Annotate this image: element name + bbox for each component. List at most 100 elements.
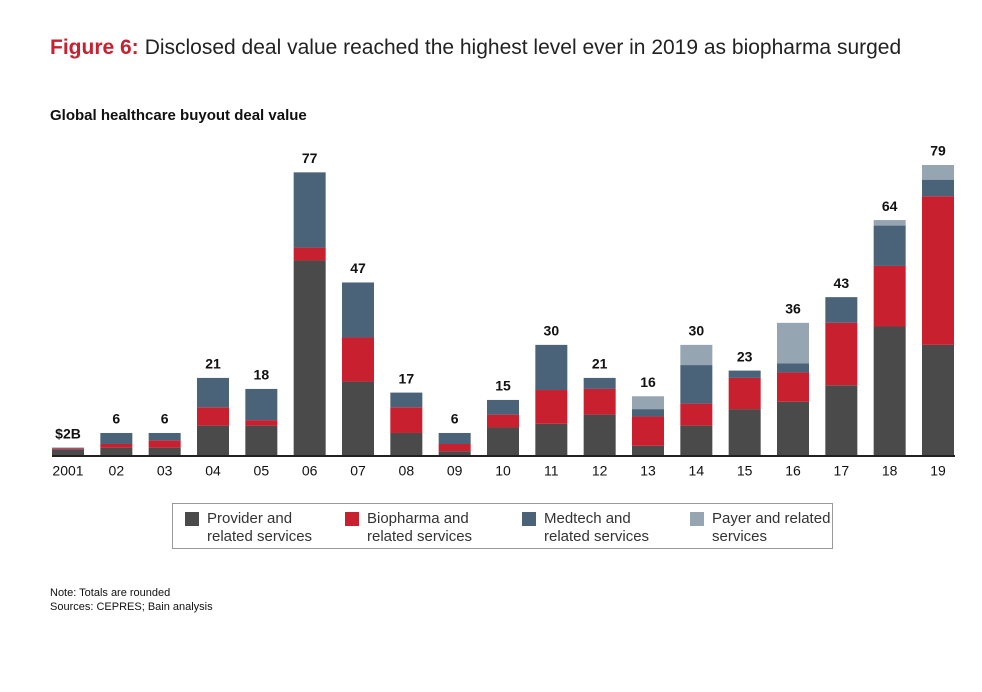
chart-title: Figure 6: Disclosed deal value reached th… bbox=[50, 36, 901, 59]
x-tick-label: 06 bbox=[302, 463, 318, 479]
bar-segment bbox=[632, 396, 664, 410]
bar-segment bbox=[632, 416, 664, 446]
bar-segment bbox=[535, 390, 568, 424]
bar-segment bbox=[825, 297, 858, 323]
subtitle: Global healthcare buyout deal value bbox=[50, 107, 307, 124]
bar-segment bbox=[438, 451, 471, 455]
legend-swatch bbox=[345, 512, 359, 526]
x-tick-label: 07 bbox=[350, 463, 366, 479]
bar-segment bbox=[922, 196, 954, 345]
bar-segment bbox=[342, 381, 374, 455]
bar-segment bbox=[245, 420, 278, 426]
x-tick-label: 15 bbox=[737, 463, 753, 479]
x-tick-label: 09 bbox=[447, 463, 463, 479]
total-label: 23 bbox=[737, 348, 753, 364]
legend-item: Medtech and related services bbox=[522, 510, 674, 546]
legend-swatch bbox=[690, 512, 704, 526]
total-label: 6 bbox=[112, 411, 120, 427]
sources: Sources: CEPRES; Bain analysis bbox=[50, 601, 213, 613]
total-label: 18 bbox=[254, 367, 270, 383]
bar-segment bbox=[438, 443, 471, 452]
x-tick-label: 10 bbox=[495, 463, 511, 479]
bar-segment bbox=[922, 344, 954, 455]
bar-segment bbox=[487, 427, 519, 455]
bar-segment bbox=[197, 425, 229, 455]
legend: Provider and related services Biopharma a… bbox=[172, 503, 833, 549]
x-tick-label: 14 bbox=[689, 463, 705, 479]
legend-label: Payer and related services bbox=[712, 510, 831, 545]
bar-segment bbox=[487, 399, 519, 415]
x-tick-label: 16 bbox=[785, 463, 801, 479]
bar-segment bbox=[922, 165, 954, 180]
bar-segment bbox=[197, 377, 229, 408]
x-tick-label: 11 bbox=[544, 463, 559, 479]
bar-segment bbox=[922, 179, 954, 197]
x-tick-label: 12 bbox=[592, 463, 608, 479]
bar-segment bbox=[535, 344, 568, 391]
bar-segment bbox=[777, 401, 809, 455]
total-label: 15 bbox=[495, 378, 511, 394]
bar-segment bbox=[825, 385, 858, 455]
total-label: 79 bbox=[930, 143, 946, 159]
total-label: 30 bbox=[689, 323, 705, 339]
bar-segment bbox=[583, 414, 616, 455]
bar-segment bbox=[680, 425, 713, 455]
bar-segment bbox=[728, 377, 761, 410]
total-label: $2B bbox=[55, 425, 81, 441]
bar-segment bbox=[632, 445, 664, 455]
x-tick-label: 18 bbox=[882, 463, 898, 479]
x-tick-label: 02 bbox=[109, 463, 125, 479]
bar-segment bbox=[52, 449, 84, 455]
total-label: 17 bbox=[399, 370, 415, 386]
x-tick-label: 03 bbox=[157, 463, 173, 479]
legend-swatch bbox=[522, 512, 536, 526]
legend-label: Biopharma and related services bbox=[367, 510, 473, 545]
bar-segment bbox=[293, 247, 326, 261]
bar-segment bbox=[342, 282, 374, 338]
legend-label: Medtech and related services bbox=[544, 510, 650, 545]
bar-segment bbox=[632, 409, 664, 417]
bar-segment bbox=[390, 407, 423, 433]
x-tick-label: 05 bbox=[254, 463, 270, 479]
x-tick-label: 17 bbox=[834, 463, 850, 479]
figure-label: Figure 6: bbox=[50, 36, 139, 59]
bar-segment bbox=[680, 344, 713, 366]
legend-item: Provider and related services bbox=[185, 510, 337, 546]
bar-segment bbox=[245, 425, 278, 455]
x-tick-label: 2001 bbox=[52, 463, 83, 479]
x-tick-label: 19 bbox=[930, 463, 946, 479]
bar-segment bbox=[293, 260, 326, 455]
bar-segment bbox=[52, 447, 84, 449]
bar-segment bbox=[728, 370, 761, 378]
total-label: 30 bbox=[544, 323, 560, 339]
bar-segment bbox=[148, 447, 181, 455]
total-label: 21 bbox=[205, 356, 221, 372]
legend-swatch bbox=[185, 512, 199, 526]
bar-segment bbox=[680, 365, 713, 404]
total-label: 6 bbox=[161, 411, 169, 427]
bar-segment bbox=[148, 440, 181, 448]
bar-segment bbox=[148, 432, 181, 441]
legend-item: Payer and related services bbox=[690, 510, 842, 546]
bar-segment bbox=[487, 414, 519, 428]
bar-segment bbox=[873, 326, 906, 455]
total-label: 36 bbox=[785, 301, 801, 317]
total-label: 77 bbox=[302, 150, 318, 166]
bar-segment bbox=[583, 377, 616, 389]
total-label: 16 bbox=[640, 374, 656, 390]
bar-segment bbox=[873, 220, 906, 226]
bar-segment bbox=[777, 363, 809, 373]
legend-label: Provider and related services bbox=[207, 510, 313, 545]
bar-segment bbox=[100, 432, 133, 444]
bar-segment bbox=[535, 423, 568, 455]
note: Note: Totals are rounded bbox=[50, 587, 170, 599]
bar-segment bbox=[873, 265, 906, 327]
bar-segment bbox=[197, 407, 229, 426]
title-text: Disclosed deal value reached the highest… bbox=[145, 36, 901, 59]
bar-segment bbox=[873, 225, 906, 266]
bar-segment bbox=[293, 172, 326, 248]
x-tick-label: 13 bbox=[640, 463, 656, 479]
bar-segment bbox=[342, 337, 374, 382]
